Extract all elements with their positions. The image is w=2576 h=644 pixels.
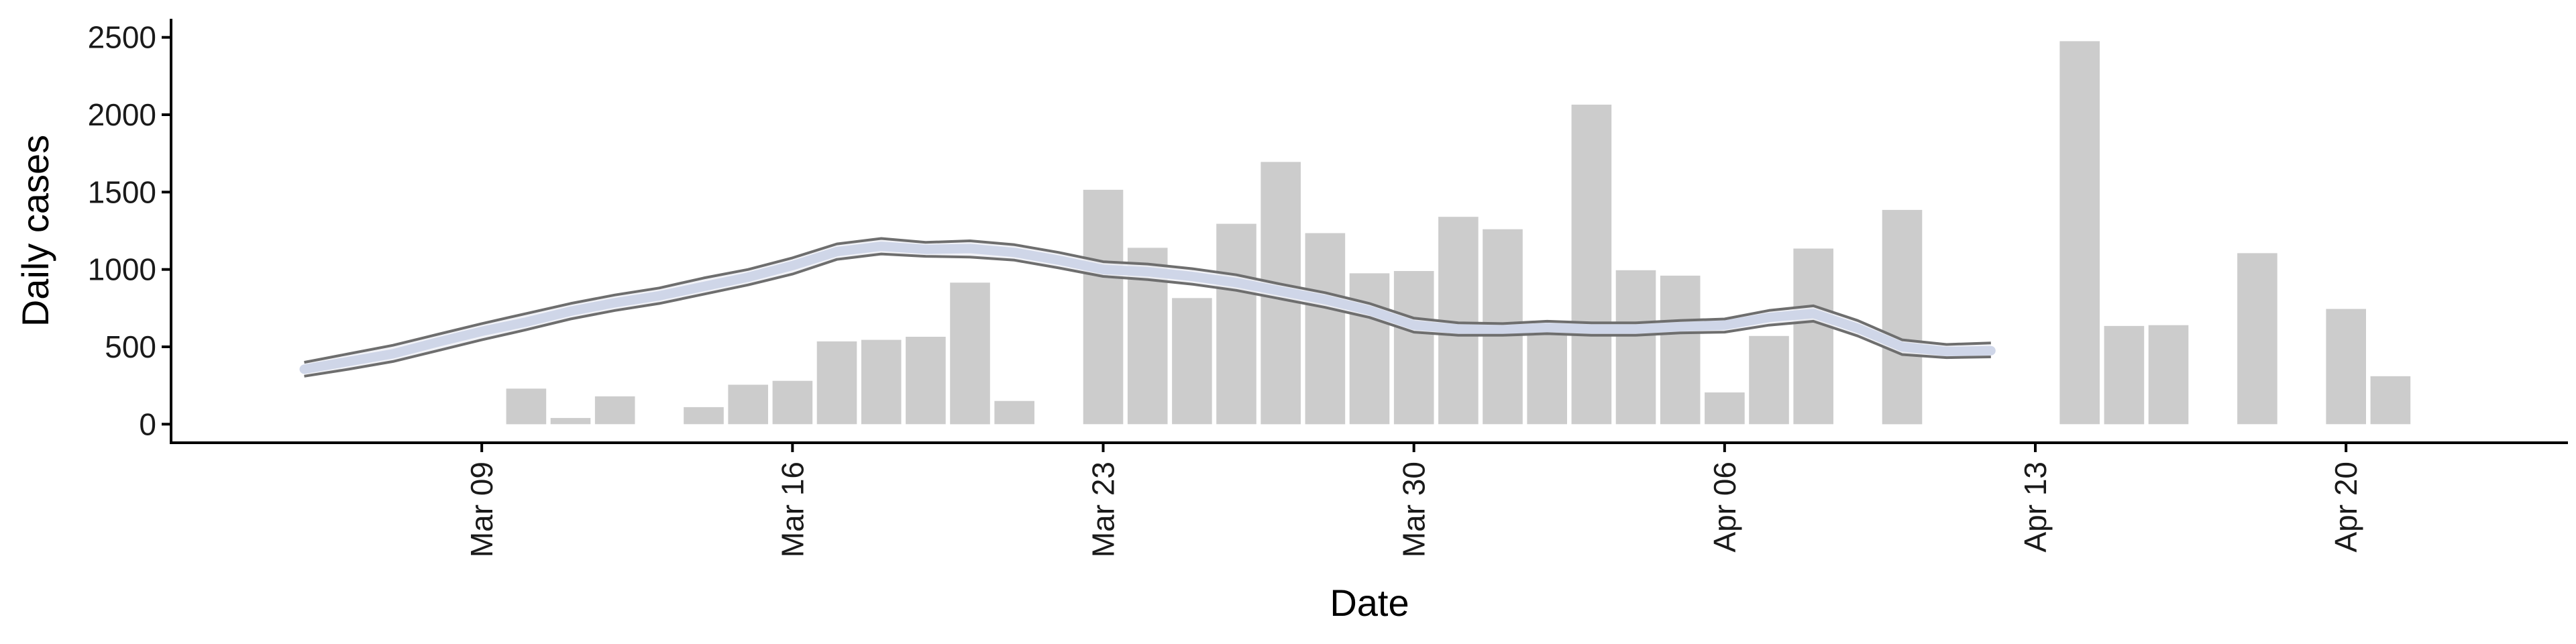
bar [2059,41,2100,425]
x-tick-label: Mar 09 [464,462,499,557]
y-tick-label: 2000 [88,97,156,132]
x-tick-label: Apr 06 [1707,462,1742,553]
y-tick-label: 2500 [88,20,156,55]
bar [506,388,547,425]
bar [728,384,768,425]
y-tick-label: 1500 [88,174,156,209]
band-layer [299,237,1996,378]
band-upper-line [304,237,1991,364]
y-tick-label: 0 [139,407,156,441]
bar [1393,271,1434,425]
bar [684,407,724,425]
bar [1793,248,1833,425]
bar [2148,325,2189,425]
band-center-line [299,241,1996,374]
bar [550,418,591,425]
bar [861,339,902,425]
x-tick-label: Apr 13 [2018,462,2053,553]
bar [1705,392,1745,425]
bar [994,400,1034,425]
y-tick-label: 500 [105,329,156,364]
bar [2237,253,2277,425]
bar [816,341,857,425]
bar [950,282,990,425]
bar [1527,331,1567,425]
x-axis-title: Date [1330,582,1409,624]
x-tick-label: Mar 30 [1397,462,1432,557]
bar [594,396,635,425]
bar [1882,209,1923,425]
y-tick-label: 1000 [88,252,156,287]
x-tick-label: Apr 20 [2328,462,2363,553]
x-ticks: Mar 09 Mar 16 Mar 23 Mar 30 Apr 06 Apr 13 Apr … [464,443,2363,557]
bar [1615,270,1656,425]
bar [772,380,813,425]
bar [1172,298,1212,425]
y-axis-title: Daily cases [14,135,56,327]
bar [2326,309,2366,425]
axes-layer [170,19,2568,444]
x-tick-label: Mar 16 [775,462,810,557]
band-area [304,238,1991,376]
bar [1305,233,1346,425]
bar [1749,335,1789,425]
bar [1660,275,1701,425]
band-lower-line [304,252,1991,378]
bar [2370,376,2411,425]
bar [1083,189,1124,425]
x-tick-label: Mar 23 [1086,462,1121,557]
bars-layer [506,41,2411,425]
bar [906,337,946,425]
bar [2104,325,2145,425]
bar [1216,223,1256,425]
y-ticks: 0 500 1000 1500 2000 2500 [88,20,171,441]
bar [1571,105,1612,425]
bar [1349,273,1390,425]
